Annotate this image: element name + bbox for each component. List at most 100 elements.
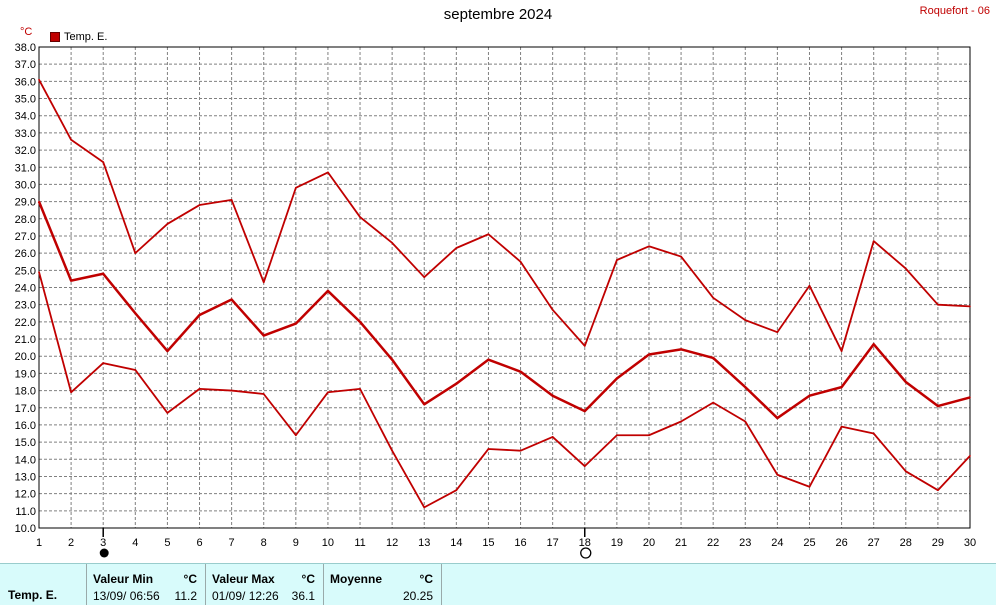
data-point-mean xyxy=(648,353,650,356)
x-tick-label: 2 xyxy=(68,537,74,549)
data-point-min xyxy=(744,420,747,423)
data-point-min xyxy=(295,434,297,437)
data-point-mean xyxy=(134,312,137,315)
x-tick-label: 16 xyxy=(514,537,526,549)
y-tick-label: 28.0 xyxy=(15,214,36,226)
data-point-max xyxy=(423,276,426,278)
chart-area: 10.0 11.0 12.0 13.0 14.0 15.0 16.0 17.0 18.0 19.0… xyxy=(15,42,976,559)
x-tick-label: 28 xyxy=(900,537,912,549)
data-point-min xyxy=(519,449,522,452)
y-axis-unit: °C xyxy=(20,26,33,38)
data-point-min xyxy=(904,470,907,473)
data-point-max xyxy=(327,171,329,174)
x-tick-label: 15 xyxy=(482,537,494,549)
y-tick-label: 16.0 xyxy=(15,420,36,432)
stats-max-header: Valeur Max xyxy=(212,572,275,586)
y-tick-label: 30.0 xyxy=(15,179,36,191)
data-point-min xyxy=(70,391,72,394)
x-tick-label: 23 xyxy=(739,537,751,549)
data-point-min xyxy=(391,449,393,452)
data-point-max xyxy=(648,245,650,248)
data-point-max xyxy=(808,284,811,287)
data-point-max xyxy=(680,255,682,258)
chart-title: septembre 2024 xyxy=(443,6,553,23)
data-point-mean xyxy=(551,394,554,397)
station-name: Roquefort - 06 xyxy=(919,5,990,17)
data-point-mean xyxy=(359,321,361,323)
x-tick-label: 6 xyxy=(196,537,202,549)
data-point-min xyxy=(38,271,40,273)
grid-lines xyxy=(39,47,970,528)
x-tick-label: 24 xyxy=(771,537,783,549)
y-tick-label: 12.0 xyxy=(15,489,36,501)
stats-min-header: Valeur Min xyxy=(93,572,154,586)
data-point-max xyxy=(519,260,522,263)
data-point-min xyxy=(166,412,169,414)
data-point-min xyxy=(712,401,714,404)
data-point-min xyxy=(423,506,426,509)
y-tick-label: 14.0 xyxy=(15,454,36,466)
y-tick-label: 27.0 xyxy=(15,231,36,243)
x-tick-label: 10 xyxy=(322,537,334,549)
x-tick-label: 19 xyxy=(611,537,623,549)
moon-markers xyxy=(99,528,592,559)
data-point-max xyxy=(583,345,586,347)
x-tick-label: 17 xyxy=(547,537,559,549)
data-point-mean xyxy=(70,279,72,282)
y-tick-label: 25.0 xyxy=(15,265,36,277)
y-tick-label: 37.0 xyxy=(15,59,36,71)
data-point-mean xyxy=(166,350,169,352)
y-tick-label: 17.0 xyxy=(15,403,36,415)
y-tick-label: 22.0 xyxy=(15,317,36,329)
x-tick-label: 26 xyxy=(835,537,847,549)
data-point-min xyxy=(616,434,618,437)
data-point-max xyxy=(487,233,490,236)
data-point-mean xyxy=(840,386,843,388)
data-point-max xyxy=(230,199,233,201)
data-point-min xyxy=(583,465,586,467)
series-line-max xyxy=(38,79,971,352)
data-point-mean xyxy=(38,200,40,203)
data-point-min xyxy=(134,369,137,371)
data-point-min xyxy=(872,432,875,435)
data-point-mean xyxy=(937,405,939,407)
data-point-max xyxy=(166,223,169,225)
y-tick-label: 35.0 xyxy=(15,94,36,106)
data-point-mean xyxy=(744,386,747,388)
x-tick-label: 5 xyxy=(164,537,170,549)
y-tick-label: 26.0 xyxy=(15,248,36,260)
y-tick-label: 38.0 xyxy=(15,42,36,54)
data-point-min xyxy=(487,448,490,450)
stats-series-name: Temp. E. xyxy=(8,588,58,602)
x-tick-label: 22 xyxy=(707,537,719,549)
data-point-max xyxy=(616,259,618,261)
data-point-min xyxy=(262,393,265,395)
y-tick-label: 23.0 xyxy=(15,300,36,312)
data-point-min xyxy=(969,455,971,457)
data-point-max xyxy=(744,319,747,321)
stats-mean-unit: °C xyxy=(419,572,433,586)
data-point-max xyxy=(198,204,201,206)
series-line-min xyxy=(38,271,971,509)
data-point-min xyxy=(551,436,554,438)
data-point-min xyxy=(840,425,843,428)
data-point-max xyxy=(969,305,971,308)
x-tick-label: 29 xyxy=(932,537,944,549)
y-tick-label: 15.0 xyxy=(15,437,36,449)
data-point-max xyxy=(38,78,40,81)
data-point-mean xyxy=(904,381,907,383)
data-point-mean xyxy=(423,403,426,406)
y-tick-label: 29.0 xyxy=(15,197,36,209)
data-point-mean xyxy=(262,334,265,337)
data-point-min xyxy=(808,485,811,488)
stats-mean-cell: Moyenne °C 20.25 xyxy=(324,564,442,605)
stats-min-unit: °C xyxy=(183,572,197,586)
stats-min-value: 11.2 xyxy=(174,589,197,603)
x-tick-label: 14 xyxy=(450,537,462,549)
data-point-max xyxy=(904,267,907,270)
data-point-min xyxy=(230,389,233,392)
data-point-min xyxy=(102,362,105,364)
data-point-mean xyxy=(455,382,458,385)
data-point-max xyxy=(262,281,265,284)
data-point-mean xyxy=(680,348,682,351)
